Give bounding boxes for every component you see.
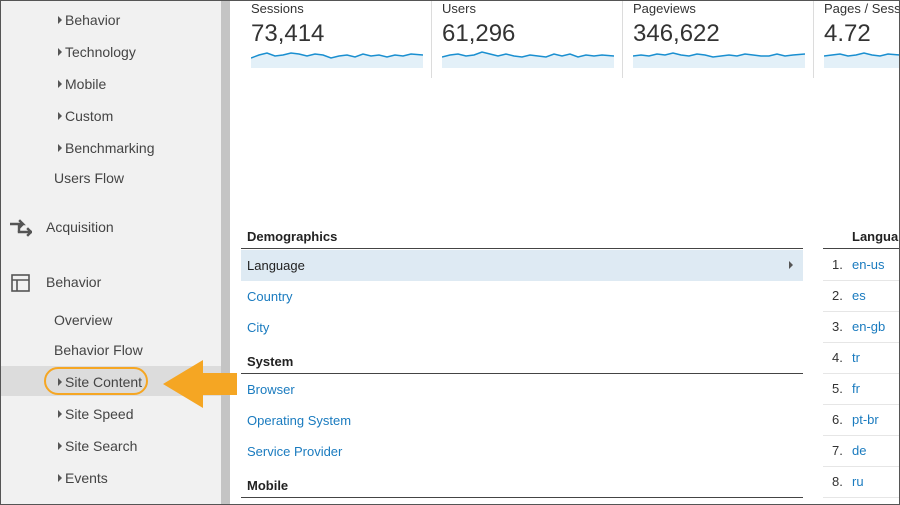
sidebar-item-site-content[interactable]: Site Content <box>0 367 221 397</box>
metric-value: 73,414 <box>251 20 325 47</box>
metric-value: 346,622 <box>633 20 720 47</box>
row-rank: 1. <box>832 257 843 272</box>
sidebar-section-behavior[interactable]: Behavior <box>0 266 221 300</box>
dimension-link-operating-system[interactable]: Operating System <box>247 413 352 428</box>
dimension-link-country[interactable]: Country <box>247 289 293 304</box>
expand-triangle-icon <box>58 48 62 56</box>
row-rank: 4. <box>832 350 843 365</box>
sidebar-item-site-search[interactable]: Site Search <box>0 431 221 461</box>
sidebar-item-label: Custom <box>65 108 114 124</box>
language-link[interactable]: es <box>852 288 866 303</box>
metric-sessions[interactable]: Sessions 73,414 <box>251 0 426 78</box>
sidebar-item-label: Events <box>65 470 108 486</box>
table-row: 1. en-us <box>823 250 900 281</box>
sidebar-item-label: Mobile <box>65 76 107 92</box>
section-header-demographics: Demographics <box>241 229 803 249</box>
metric-separator <box>622 0 623 78</box>
expand-triangle-icon <box>58 112 62 120</box>
row-rank: 2. <box>832 288 843 303</box>
language-table-header: Langua <box>823 229 900 249</box>
row-rank: 3. <box>832 319 843 334</box>
language-link[interactable]: ru <box>852 474 864 489</box>
sparkline-users <box>442 51 614 68</box>
language-link[interactable]: de <box>852 443 867 458</box>
metric-label: Pageviews <box>633 1 696 16</box>
metric-pageviews[interactable]: Pageviews 346,622 <box>633 0 808 78</box>
sparkline-sessions <box>251 52 423 68</box>
language-link[interactable]: en-us <box>852 257 885 272</box>
sparkline-pages-per-session <box>824 52 900 68</box>
table-row: 3. en-gb <box>823 312 900 343</box>
section-header-system: System <box>241 354 803 374</box>
dimension-link-city[interactable]: City <box>247 320 270 335</box>
metric-pages-per-session[interactable]: Pages / Sess 4.72 <box>824 0 900 78</box>
sidebar-item-audience-behavior[interactable]: Behavior <box>0 5 221 35</box>
acquisition-arrows-icon <box>10 219 32 237</box>
table-row: 7. de <box>823 436 900 467</box>
expand-triangle-icon <box>58 144 62 152</box>
expand-triangle-icon <box>58 80 62 88</box>
sidebar-divider[interactable] <box>221 0 230 505</box>
sidebar-section-label: Behavior <box>46 274 102 290</box>
dimension-link-language[interactable]: Language <box>241 250 803 281</box>
metric-label: Users <box>442 1 476 16</box>
sidebar-item-label: Site Speed <box>65 406 134 422</box>
row-rank: 5. <box>832 381 843 396</box>
table-row: 5. fr <box>823 374 900 405</box>
metric-label: Pages / Sess <box>824 1 900 16</box>
sidebar-section-label: Acquisition <box>46 219 114 235</box>
dimension-label: Language <box>247 258 305 273</box>
sidebar-item-site-speed[interactable]: Site Speed <box>0 399 221 429</box>
expand-triangle-icon <box>58 442 62 450</box>
sidebar-item-label: Behavior <box>65 12 121 28</box>
metric-separator <box>431 0 432 78</box>
table-row: 2. es <box>823 281 900 312</box>
expand-triangle-icon <box>58 410 62 418</box>
metric-users[interactable]: Users 61,296 <box>442 0 617 78</box>
sidebar-item-label: Technology <box>65 44 136 60</box>
sidebar-item-behavior-flow[interactable]: Behavior Flow <box>54 342 143 358</box>
section-header-mobile: Mobile <box>241 478 803 498</box>
sidebar-item-benchmarking[interactable]: Benchmarking <box>0 133 221 163</box>
language-link[interactable]: tr <box>852 350 860 365</box>
metric-label: Sessions <box>251 1 304 16</box>
caret-right-icon <box>789 261 793 269</box>
sidebar-item-label: Site Search <box>65 438 138 454</box>
callout-arrow-icon <box>163 360 237 408</box>
expand-triangle-icon <box>58 378 62 386</box>
sidebar-item-technology[interactable]: Technology <box>0 37 221 67</box>
language-link[interactable]: fr <box>852 381 860 396</box>
metric-value: 4.72 <box>824 20 871 47</box>
expand-triangle-icon <box>58 16 62 24</box>
sidebar-section-acquisition[interactable]: Acquisition <box>0 211 221 245</box>
table-row: 8. ru <box>823 467 900 498</box>
dimension-link-browser[interactable]: Browser <box>247 382 295 397</box>
sidebar-item-mobile[interactable]: Mobile <box>0 69 221 99</box>
row-rank: 7. <box>832 443 843 458</box>
row-rank: 8. <box>832 474 843 489</box>
language-link[interactable]: pt-br <box>852 412 879 427</box>
table-row: 4. tr <box>823 343 900 374</box>
expand-triangle-icon <box>58 474 62 482</box>
table-row: 6. pt-br <box>823 405 900 436</box>
dimension-link-service-provider[interactable]: Service Provider <box>247 444 343 459</box>
metric-separator <box>813 0 814 78</box>
sidebar-item-events[interactable]: Events <box>0 463 221 493</box>
sidebar-nav: Behavior Technology Mobile Custom Benchm… <box>0 0 221 505</box>
sidebar-item-users-flow[interactable]: Users Flow <box>54 170 125 186</box>
sidebar-item-label: Site Content <box>65 374 143 390</box>
sidebar-item-overview[interactable]: Overview <box>54 312 113 328</box>
row-rank: 6. <box>832 412 843 427</box>
behavior-layout-icon <box>11 274 30 292</box>
highlight-circle <box>44 367 148 395</box>
language-link[interactable]: en-gb <box>852 319 886 334</box>
metric-value: 61,296 <box>442 20 516 47</box>
sidebar-item-label: Benchmarking <box>65 140 155 156</box>
sidebar-item-custom[interactable]: Custom <box>0 101 221 131</box>
sparkline-pageviews <box>633 52 805 68</box>
